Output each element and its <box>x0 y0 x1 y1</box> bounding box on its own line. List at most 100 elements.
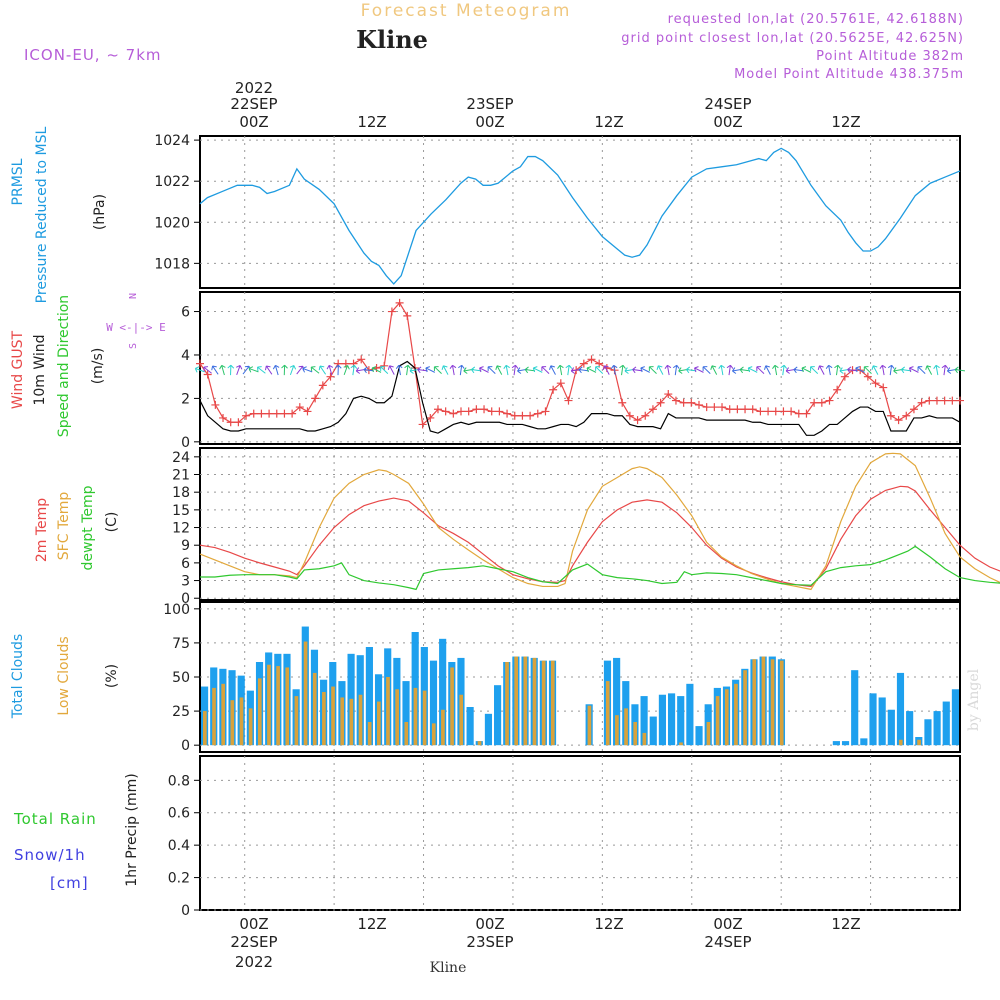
location-title: Kline <box>356 25 428 54</box>
gust-point-marker <box>326 372 335 381</box>
wind-direction-arrow-icon <box>458 364 465 376</box>
gust-point-marker <box>641 411 650 420</box>
gust-point-marker <box>694 400 703 409</box>
total-cloud-label: Total Clouds <box>10 634 26 719</box>
y-tick-label: 0.4 <box>168 838 190 854</box>
gust-point-marker <box>741 405 750 414</box>
wind-direction-arrow-icon <box>739 366 751 374</box>
gust-point-marker <box>948 396 957 405</box>
wind-direction-arrow-icon <box>487 366 496 375</box>
low-cloud-bar <box>550 660 555 746</box>
y-tick-label: 1022 <box>154 174 190 190</box>
wind-direction-arrow-icon <box>817 365 825 375</box>
gust-point-marker <box>556 379 565 388</box>
gust-point-marker <box>794 409 803 418</box>
gust-point-marker <box>242 411 251 420</box>
gust-point-marker <box>480 405 489 414</box>
bottom-tick-5: 00Z <box>713 915 742 933</box>
gust-point-marker <box>902 411 911 420</box>
wind-direction-arrow-icon <box>449 364 457 376</box>
bottom-date-1: 22SEP <box>230 933 277 951</box>
y-tick-label: 0.8 <box>168 773 190 789</box>
gust-point-marker <box>526 411 535 420</box>
bottom-tick-3: 00Z <box>475 915 504 933</box>
wind-direction-arrow-icon <box>610 364 618 376</box>
wind-direction-arrow-icon <box>557 364 564 376</box>
gust-point-marker <box>648 405 657 414</box>
bottom-tick-4: 12Z <box>594 915 623 933</box>
sfc-label: SFC Temp <box>56 492 72 561</box>
precip-label: 1hr Precip (mm) <box>124 773 140 886</box>
total-cloud-bar <box>649 716 657 746</box>
wind-direction-arrow-icon <box>371 366 382 373</box>
total-cloud-bar <box>365 647 373 746</box>
gust-point-marker <box>756 407 765 416</box>
low-cloud-bar <box>221 683 225 746</box>
low-cloud-bar <box>441 709 445 746</box>
low-cloud-bar <box>779 660 784 746</box>
wind-direction-arrow-icon <box>441 365 449 375</box>
gust-point-marker <box>395 298 404 307</box>
total-cloud-bar <box>841 741 850 746</box>
cloud-unit: (%) <box>104 664 120 688</box>
y-tick-label: 21 <box>172 468 190 484</box>
wind-direction-arrow-icon <box>900 366 912 374</box>
total-cloud-bar <box>439 638 447 746</box>
panel-wind: 0 2 4 6 <box>181 291 966 451</box>
wind-direction-arrow-icon <box>524 366 536 374</box>
gust-point-marker <box>687 398 696 407</box>
total-cloud-bar <box>402 681 410 746</box>
gust-point-marker <box>433 405 442 414</box>
low-cloud-label: Low Clouds <box>56 636 72 715</box>
low-cloud-bar <box>349 698 354 746</box>
wind-direction-arrow-icon <box>541 366 550 375</box>
wind-direction-arrow-icon <box>586 366 597 373</box>
gust-point-marker <box>426 413 435 422</box>
total-cloud-bar <box>924 719 932 746</box>
gust-point-marker <box>387 307 396 316</box>
total-cloud-bar <box>686 683 694 746</box>
wind-direction-arrow-icon <box>702 366 711 375</box>
wind-direction-arrow-icon <box>810 366 819 375</box>
low-cloud-bar <box>724 689 729 746</box>
low-cloud-bar <box>459 694 464 746</box>
gust-point-marker <box>564 396 573 405</box>
gust-point-marker <box>833 385 842 394</box>
gust-point-marker <box>349 359 358 368</box>
wind-direction-arrow-icon <box>718 364 725 376</box>
wind-direction-arrow-icon <box>793 366 804 374</box>
gust-point-marker <box>764 407 773 416</box>
top-date-2: 23SEP <box>466 95 513 113</box>
gust-point-marker <box>457 407 466 416</box>
low-cloud-bar <box>203 711 207 746</box>
pressure-series-line <box>199 147 961 285</box>
low-cloud-bar <box>322 692 326 746</box>
y-tick-label: 1024 <box>154 133 190 149</box>
gust-point-marker <box>418 420 427 429</box>
gust-point-marker <box>257 409 266 418</box>
total-cloud-bar <box>832 741 840 746</box>
gust-point-marker <box>787 407 796 416</box>
wind-direction-arrow-icon <box>425 366 436 373</box>
y-tick-label: 3 <box>181 574 190 590</box>
gust-point-marker <box>541 407 550 416</box>
panel-precip: 0 0.2 0.4 0.6 0.8 <box>168 755 961 919</box>
wind-direction-arrow-icon <box>343 365 350 376</box>
gust-point-marker <box>702 403 711 412</box>
gust-point-marker <box>272 409 281 418</box>
low-cloud-bar <box>917 739 921 746</box>
gust-point-marker <box>288 409 297 418</box>
gust-point-marker <box>579 359 588 368</box>
wind-direction-arrow-icon <box>685 366 697 374</box>
low-cloud-bar <box>532 657 537 746</box>
panel-frame <box>199 755 961 911</box>
model-label: ICON-EU, ~ 7km <box>24 46 162 64</box>
gust-point-marker <box>449 409 458 418</box>
wind-direction-arrow-icon <box>479 366 489 373</box>
pressure-unit: (hPa) <box>92 194 108 230</box>
gust-point-marker <box>664 390 673 399</box>
wind-direction-arrow-icon <box>387 365 395 375</box>
gust-point-marker <box>925 396 934 405</box>
rain-label: Total Rain <box>13 810 97 828</box>
